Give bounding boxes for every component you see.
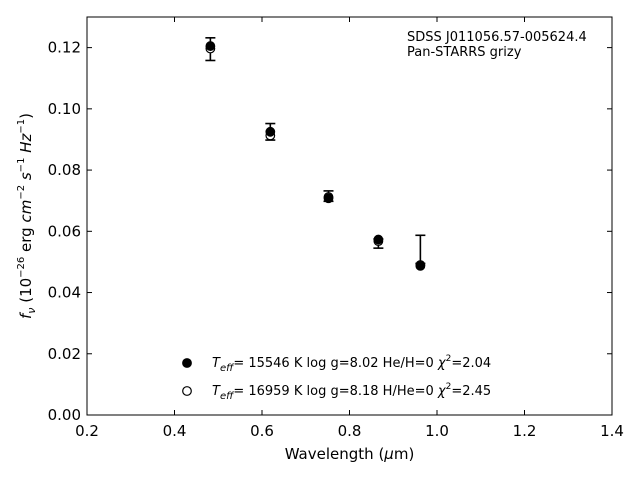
- y-tick-label: 0.10: [48, 100, 81, 118]
- x-tick-label: 1.0: [425, 422, 449, 440]
- legend: Teff= 15546 K log g=8.02 He/H=0 χ2=2.04 T…: [182, 354, 491, 402]
- legend-label: Teff= 15546 K log g=8.02 He/H=0 χ2=2.04: [212, 354, 491, 374]
- legend-entry: Teff= 16959 K log g=8.18 H/He=0 χ2=2.45: [182, 382, 491, 402]
- filled-point: [323, 193, 334, 204]
- error-bar: [415, 234, 426, 265]
- y-tick-label: 0.02: [48, 345, 81, 363]
- x-tick-label: 0.6: [250, 422, 274, 440]
- series-open: [205, 43, 426, 270]
- x-tick-label: 1.4: [600, 422, 624, 440]
- y-axis-label: fν (10−26 erg cm−2 s−1 Hz−1): [16, 113, 38, 319]
- x-axis: 0.2 0.4 0.6 0.8 1.0 1.2 1.4: [75, 17, 624, 440]
- y-tick-label: 0.08: [48, 161, 81, 179]
- annotation-text: SDSS J011056.57-005624.4: [407, 30, 587, 45]
- y-tick-label: 0.00: [48, 406, 81, 424]
- filled-point: [415, 261, 426, 271]
- legend-label: Teff= 16959 K log g=8.18 H/He=0 χ2=2.45: [212, 382, 491, 402]
- y-tick-label: 0.12: [48, 39, 81, 57]
- y-tick-label: 0.06: [48, 222, 81, 240]
- legend-marker: [182, 386, 192, 396]
- y-axis: 0.00 0.02 0.04 0.06 0.08 0.10 0.12: [48, 39, 612, 424]
- x-tick-label: 0.2: [75, 422, 99, 440]
- x-axis-label: Wavelength (μm): [285, 445, 415, 463]
- filled-point: [373, 234, 384, 245]
- x-tick-label: 1.2: [513, 422, 537, 440]
- data-series: [205, 41, 426, 271]
- filled-point: [205, 41, 216, 51]
- x-tick-label: 0.4: [163, 422, 187, 440]
- error-bars: [205, 37, 426, 265]
- x-tick-label: 0.8: [338, 422, 362, 440]
- series-filled: [205, 41, 426, 271]
- y-tick-label: 0.04: [48, 284, 81, 302]
- legend-marker: [182, 358, 192, 368]
- legend-entry: Teff= 15546 K log g=8.02 He/H=0 χ2=2.04: [182, 354, 491, 374]
- filled-point: [265, 126, 276, 137]
- annotation-text: Pan-STARRS grizy: [407, 45, 522, 60]
